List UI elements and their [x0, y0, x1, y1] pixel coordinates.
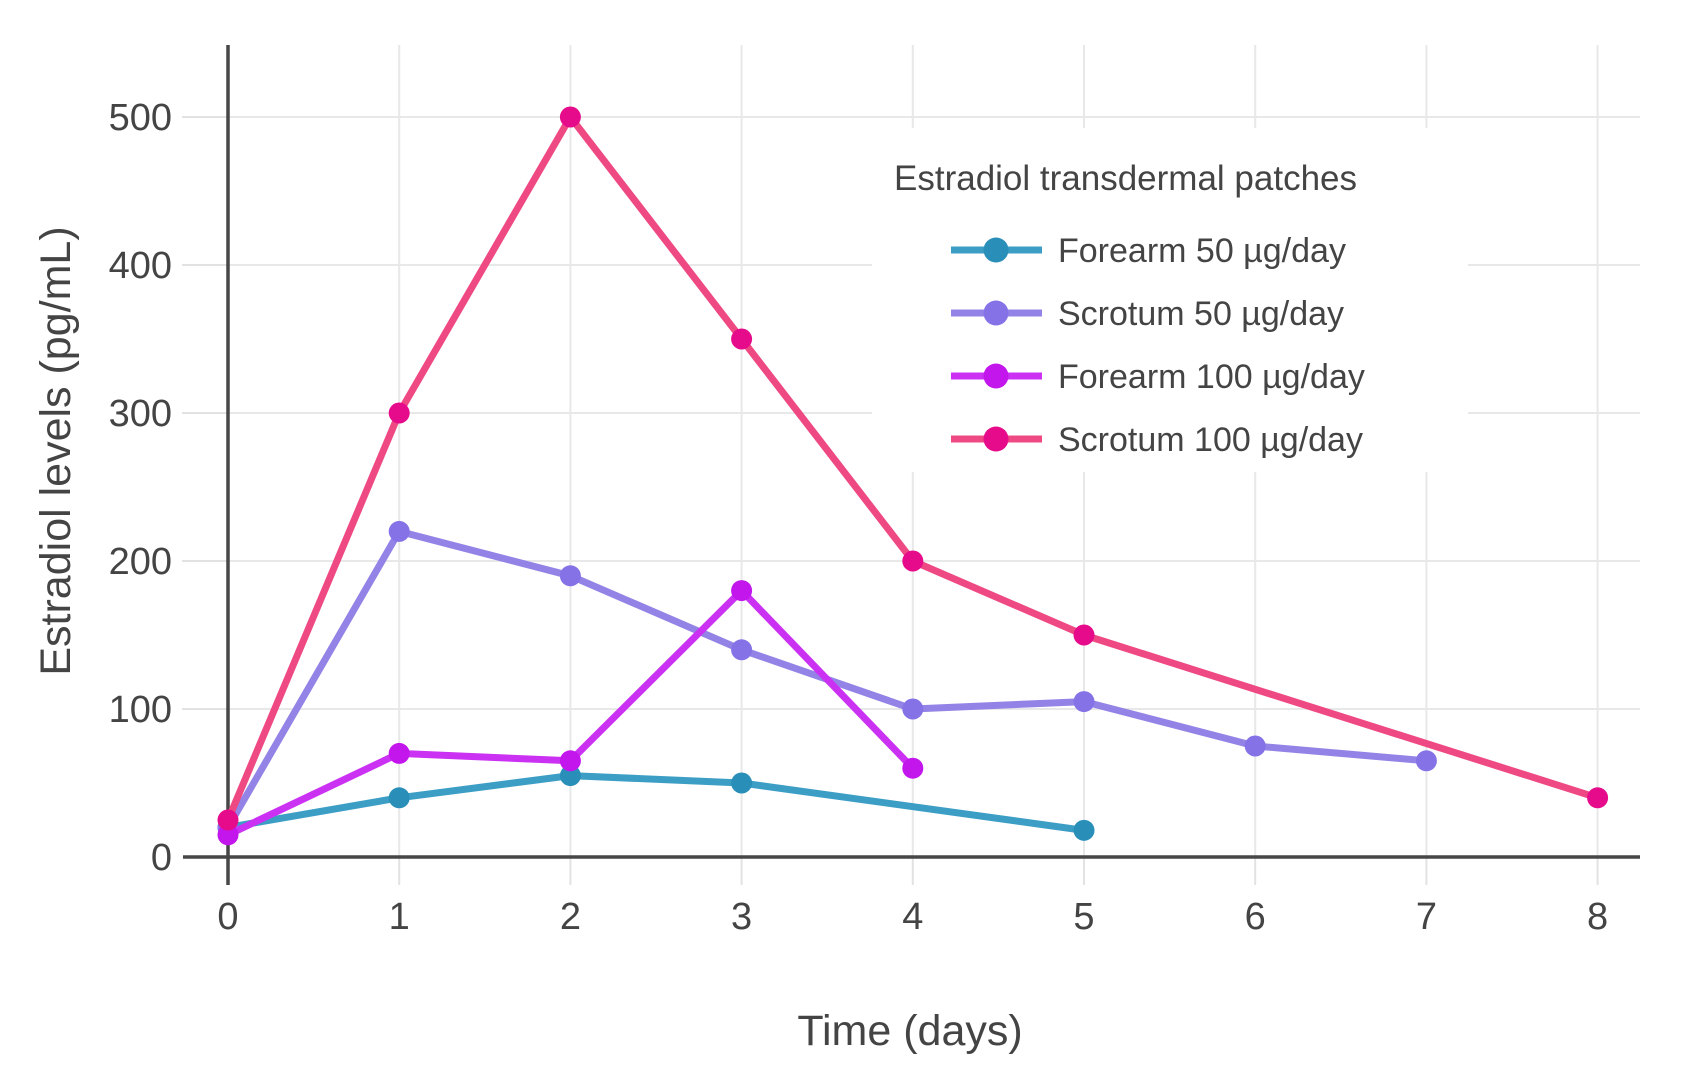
x-axis-title: Time (days) — [797, 1007, 1022, 1055]
legend-marker-icon — [983, 300, 1009, 326]
marker-forearm-50-g-day-day-1 — [388, 787, 410, 809]
marker-forearm-100-g-day-day-4 — [902, 757, 924, 779]
legend-marker-icon — [983, 426, 1009, 452]
x-tick-label-8: 8 — [1587, 896, 1608, 938]
marker-scrotum-50-g-day-day-3 — [731, 639, 753, 661]
marker-forearm-50-g-day-day-3 — [731, 772, 753, 794]
legend-item-forearm-100-g-day[interactable]: Forearm 100 µg/day — [951, 358, 1365, 396]
legend-item-scrotum-50-g-day[interactable]: Scrotum 50 µg/day — [951, 295, 1344, 333]
marker-scrotum-50-g-day-day-7 — [1415, 750, 1437, 772]
axes — [183, 45, 1640, 885]
marker-scrotum-100-g-day-day-4 — [902, 550, 924, 572]
x-tick-label-1: 1 — [389, 896, 410, 938]
marker-scrotum-100-g-day-day-2 — [559, 106, 581, 128]
x-tick-label-3: 3 — [731, 896, 752, 938]
marker-forearm-50-g-day-day-2 — [559, 765, 581, 787]
marker-scrotum-100-g-day-day-1 — [388, 402, 410, 424]
legend: Forearm 50 µg/day Scrotum 50 µg/day Forear… — [872, 128, 1468, 472]
y-tick-label-200: 200 — [109, 541, 172, 583]
y-tick-label-300: 300 — [109, 393, 172, 435]
marker-scrotum-50-g-day-day-6 — [1244, 735, 1266, 757]
x-tick-label-0: 0 — [217, 896, 238, 938]
y-axis-title: Estradiol levels (pg/mL) — [32, 226, 80, 675]
legend-marker-icon — [983, 363, 1009, 389]
x-tick-label-4: 4 — [902, 896, 923, 938]
y-tick-label-400: 400 — [109, 245, 172, 287]
legend-title: Estradiol transdermal patches — [894, 159, 1357, 198]
legend-item-label: Forearm 50 µg/day — [1058, 232, 1346, 270]
marker-forearm-100-g-day-day-1 — [388, 742, 410, 764]
marker-forearm-100-g-day-day-2 — [559, 750, 581, 772]
marker-scrotum-100-g-day-day-0 — [217, 809, 239, 831]
marker-scrotum-100-g-day-day-8 — [1587, 787, 1609, 809]
legend-marker-icon — [983, 237, 1009, 263]
x-tick-label-7: 7 — [1416, 896, 1437, 938]
marker-forearm-100-g-day-day-3 — [731, 580, 753, 602]
marker-forearm-50-g-day-day-5 — [1073, 819, 1095, 841]
marker-scrotum-50-g-day-day-1 — [388, 520, 410, 542]
marker-scrotum-100-g-day-day-3 — [731, 328, 753, 350]
x-tick-label-5: 5 — [1073, 896, 1094, 938]
marker-scrotum-50-g-day-day-2 — [559, 565, 581, 587]
legend-item-label: Scrotum 50 µg/day — [1058, 295, 1344, 333]
marker-forearm-100-g-day-day-0 — [217, 824, 239, 846]
data-series — [217, 106, 1609, 846]
y-tick-label-500: 500 — [109, 97, 172, 139]
legend-background — [872, 128, 1468, 472]
marker-scrotum-50-g-day-day-5 — [1073, 691, 1095, 713]
series-forearm-100-g-day — [217, 580, 924, 846]
x-tick-label-2: 2 — [560, 896, 581, 938]
y-tick-label-100: 100 — [109, 689, 172, 731]
marker-scrotum-50-g-day-day-4 — [902, 698, 924, 720]
legend-item-forearm-50-g-day[interactable]: Forearm 50 µg/day — [951, 232, 1346, 270]
y-tick-label-0: 0 — [151, 837, 172, 879]
marker-scrotum-100-g-day-day-5 — [1073, 624, 1095, 646]
series-scrotum-100-g-day — [217, 106, 1609, 831]
tick-labels: 0 1 2 3 4 5 6 7 8 0 100 200 300 400 500 — [109, 97, 1609, 938]
axis-titles: Time (days) Estradiol levels (pg/mL) Est… — [32, 159, 1357, 1055]
legend-item-label: Scrotum 100 µg/day — [1058, 421, 1363, 459]
series-line-forearm-50-g-day — [224, 772, 1088, 834]
x-tick-label-6: 6 — [1245, 896, 1266, 938]
legend-item-scrotum-100-g-day[interactable]: Scrotum 100 µg/day — [951, 421, 1363, 459]
legend-item-label: Forearm 100 µg/day — [1058, 358, 1365, 396]
